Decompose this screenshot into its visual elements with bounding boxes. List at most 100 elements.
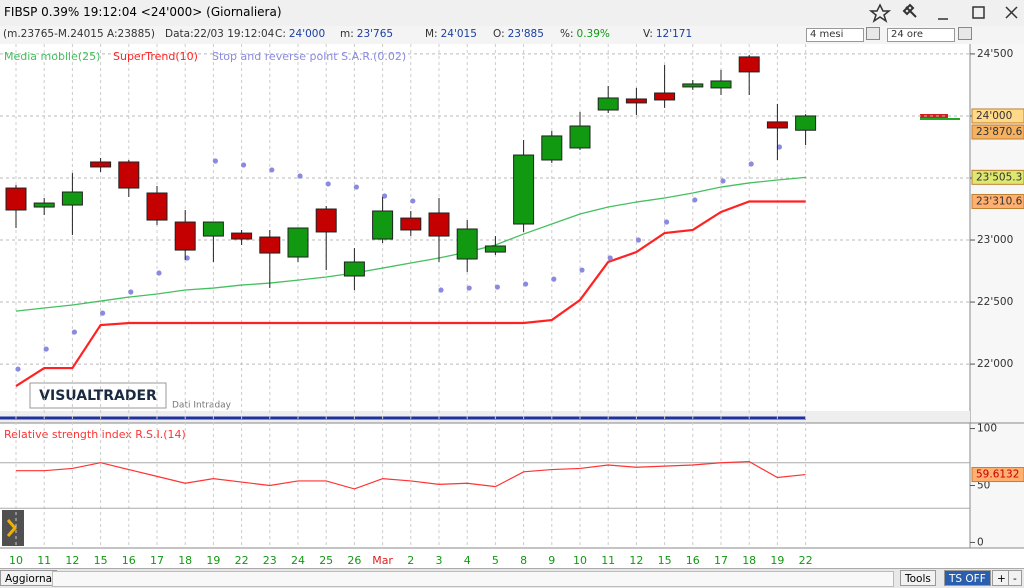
date-field: Data:22/03 19:12:04 bbox=[165, 28, 275, 40]
x-tick-label: 5 bbox=[492, 554, 499, 567]
candle-body bbox=[738, 56, 760, 73]
sar-dot bbox=[748, 161, 754, 167]
x-tick-label: 15 bbox=[658, 554, 672, 567]
candle-body bbox=[513, 154, 535, 225]
candle-body bbox=[597, 97, 619, 111]
x-tick-label: 22 bbox=[799, 554, 813, 567]
y-tick-label: 22'500 bbox=[977, 296, 1013, 308]
candle-body bbox=[174, 221, 196, 251]
bottom-bar: Aggiorna Tools TS OFF + - bbox=[0, 568, 1024, 588]
candle-body bbox=[456, 228, 478, 260]
sar-dot bbox=[184, 255, 190, 261]
field-label: M: bbox=[425, 28, 438, 40]
field-value: 23'885 bbox=[507, 28, 544, 40]
legend-entry: Media mobile(25) bbox=[4, 50, 100, 63]
y-tick-label: 22'000 bbox=[977, 358, 1013, 370]
sar-dot bbox=[212, 158, 218, 164]
candle-body bbox=[33, 202, 55, 208]
watermark: VISUALTRADER bbox=[39, 388, 157, 404]
candle-body bbox=[484, 245, 506, 253]
field-label: C: bbox=[275, 28, 286, 40]
candle-body bbox=[795, 115, 817, 131]
sar-dot bbox=[156, 270, 162, 276]
window-buttons[interactable] bbox=[860, 0, 1024, 26]
sar-dot bbox=[494, 284, 500, 290]
x-tick-label: 19 bbox=[206, 554, 220, 567]
x-tick-label: 12 bbox=[65, 554, 79, 567]
sar-dot bbox=[128, 289, 134, 295]
sar-dot bbox=[720, 178, 726, 184]
indicator-line bbox=[15, 176, 806, 312]
candle-body bbox=[146, 192, 168, 221]
candle-body bbox=[287, 227, 309, 258]
value-tag bbox=[971, 467, 1024, 483]
x-tick-label: 17 bbox=[150, 554, 164, 567]
ts-button[interactable]: TS OFF bbox=[944, 570, 991, 586]
candle-body bbox=[343, 261, 365, 277]
price-tag-label: 23'870.6 bbox=[976, 126, 1023, 138]
info-field: m: 23'765 bbox=[340, 28, 393, 40]
field-value: 12'171 bbox=[655, 28, 693, 40]
sar-dot bbox=[43, 346, 49, 352]
price-tag bbox=[971, 169, 1024, 185]
field-value: 24'000 bbox=[288, 28, 326, 40]
candle-body bbox=[654, 92, 676, 101]
sar-dot bbox=[579, 267, 585, 273]
title-bar: FIBSP 0.39% 19:12:04 <24'000> (Giornalie… bbox=[0, 0, 1024, 26]
y-tick-label: 24'500 bbox=[977, 48, 1013, 60]
info-field: M: 24'015 bbox=[425, 28, 477, 40]
session-select[interactable]: 24 ore bbox=[887, 28, 955, 42]
x-tick-label: 12 bbox=[629, 554, 643, 567]
range-summary: (m.23765-M.24015 A:23885) bbox=[3, 28, 156, 40]
x-tick-label: 10 bbox=[9, 554, 23, 567]
zoom-out[interactable]: - bbox=[1008, 570, 1022, 586]
x-tick-label: 18 bbox=[178, 554, 192, 567]
x-tick-label: 11 bbox=[37, 554, 51, 567]
indicator-line bbox=[15, 200, 806, 387]
period-button[interactable] bbox=[866, 27, 880, 40]
sar-dot bbox=[438, 287, 444, 293]
refresh-button[interactable]: Aggiorna bbox=[0, 570, 58, 586]
x-tick-label: Mar bbox=[372, 554, 393, 567]
sar-dot bbox=[410, 198, 416, 204]
x-tick-label: 18 bbox=[742, 554, 756, 567]
scrollbar[interactable] bbox=[52, 571, 894, 587]
candle-body bbox=[61, 191, 83, 206]
x-tick-label: 22 bbox=[235, 554, 249, 567]
sar-dot bbox=[297, 173, 303, 179]
x-tick-label: 3 bbox=[436, 554, 443, 567]
x-tick-label: 26 bbox=[347, 554, 361, 567]
chart: VISUALTRADER Dati Intraday Relative stre… bbox=[0, 44, 1024, 568]
sar-dot bbox=[551, 276, 557, 282]
sar-dot bbox=[607, 255, 613, 261]
period-select[interactable]: 4 mesi bbox=[806, 28, 864, 42]
field-label: m: bbox=[340, 28, 354, 40]
field-label: V: bbox=[643, 28, 653, 40]
field-label: O: bbox=[493, 28, 505, 40]
data-note: Dati Intraday bbox=[172, 401, 232, 411]
x-tick-label: 15 bbox=[94, 554, 108, 567]
value-tag-label: 59.6132 bbox=[976, 469, 1019, 481]
field-value: 23'765 bbox=[356, 28, 394, 40]
candle-body bbox=[315, 208, 337, 233]
session-button[interactable] bbox=[958, 27, 972, 40]
candle-body bbox=[90, 161, 112, 168]
legend-entry: SuperTrend(10) bbox=[113, 50, 198, 63]
sar-dot bbox=[466, 285, 472, 291]
price-tag-label: 23'505.3 bbox=[976, 171, 1022, 183]
candle-body bbox=[625, 98, 647, 104]
window-title: FIBSP 0.39% 19:12:04 <24'000> (Giornalie… bbox=[4, 5, 282, 19]
price-tag bbox=[971, 108, 1024, 124]
y-tick-label: 50 bbox=[977, 480, 990, 492]
tools-button[interactable]: Tools bbox=[900, 570, 936, 586]
x-tick-label: 25 bbox=[319, 554, 333, 567]
sar-dot bbox=[241, 162, 247, 168]
info-bar: (m.23765-M.24015 A:23885) Data:22/03 19:… bbox=[0, 26, 1024, 45]
x-tick-label: 16 bbox=[686, 554, 700, 567]
price-tag bbox=[971, 124, 1024, 140]
x-tick-label: 2 bbox=[407, 554, 414, 567]
candle-body bbox=[428, 212, 450, 237]
x-tick-label: 19 bbox=[770, 554, 784, 567]
x-tick-label: 23 bbox=[263, 554, 277, 567]
